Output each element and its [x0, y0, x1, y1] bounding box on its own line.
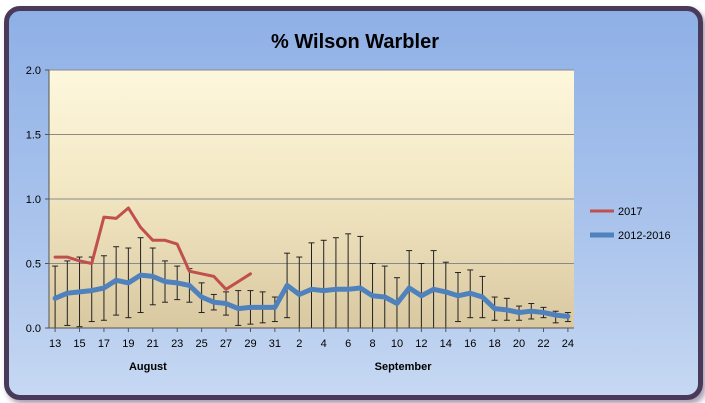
x-tick-label: 31: [269, 338, 281, 350]
x-tick-label: 14: [440, 338, 452, 350]
legend-label: 2012-2016: [618, 230, 671, 242]
x-tick-label: 6: [345, 338, 351, 350]
x-tick-label: 20: [513, 338, 525, 350]
chart-title: % Wilson Warbler: [271, 31, 439, 53]
series-line-2017: [53, 206, 252, 291]
y-tick-label: 1.5: [26, 130, 41, 142]
y-tick-label: 0.0: [26, 323, 41, 335]
x-tick-label: 15: [73, 338, 85, 350]
x-tick-label: 29: [244, 338, 256, 350]
x-tick-label: 10: [391, 338, 403, 350]
x-tick-label: 8: [369, 338, 375, 350]
series-lines: [52, 206, 571, 319]
y-tick-label: 1.0: [26, 194, 41, 206]
x-axis: 13 15 17 19 21 23 25 27 29 31 2 4 6 8 10 12 14 16 18 20 22 24…: [49, 327, 574, 373]
month-label: September: [375, 361, 433, 373]
x-tick-label: 27: [220, 338, 232, 350]
x-tick-label: 18: [489, 338, 501, 350]
x-tick-label: 23: [171, 338, 183, 350]
x-tick-label: 12: [415, 338, 427, 350]
y-tick-label: 2.0: [26, 65, 41, 77]
x-tick-label: 22: [537, 338, 549, 350]
x-tick-label: 25: [195, 338, 207, 350]
x-tick-label: 24: [562, 338, 574, 350]
y-axis: 0.0 0.5 1.0 1.5 2.0: [26, 65, 50, 335]
x-tick-label: 2: [296, 338, 302, 350]
x-tick-label: 13: [49, 338, 61, 350]
y-tick-label: 0.5: [26, 259, 41, 271]
legend: 2017 2012-2016: [590, 206, 671, 242]
x-tick-label: 4: [321, 338, 327, 350]
legend-label: 2017: [618, 206, 642, 218]
x-tick-label: 21: [147, 338, 159, 350]
x-tick-label: 16: [464, 338, 476, 350]
month-label: August: [129, 361, 167, 373]
x-tick-label: 19: [122, 338, 134, 350]
error-bars: [52, 233, 571, 329]
series-line-2012-2016: [52, 272, 571, 319]
x-tick-label: 17: [98, 338, 110, 350]
